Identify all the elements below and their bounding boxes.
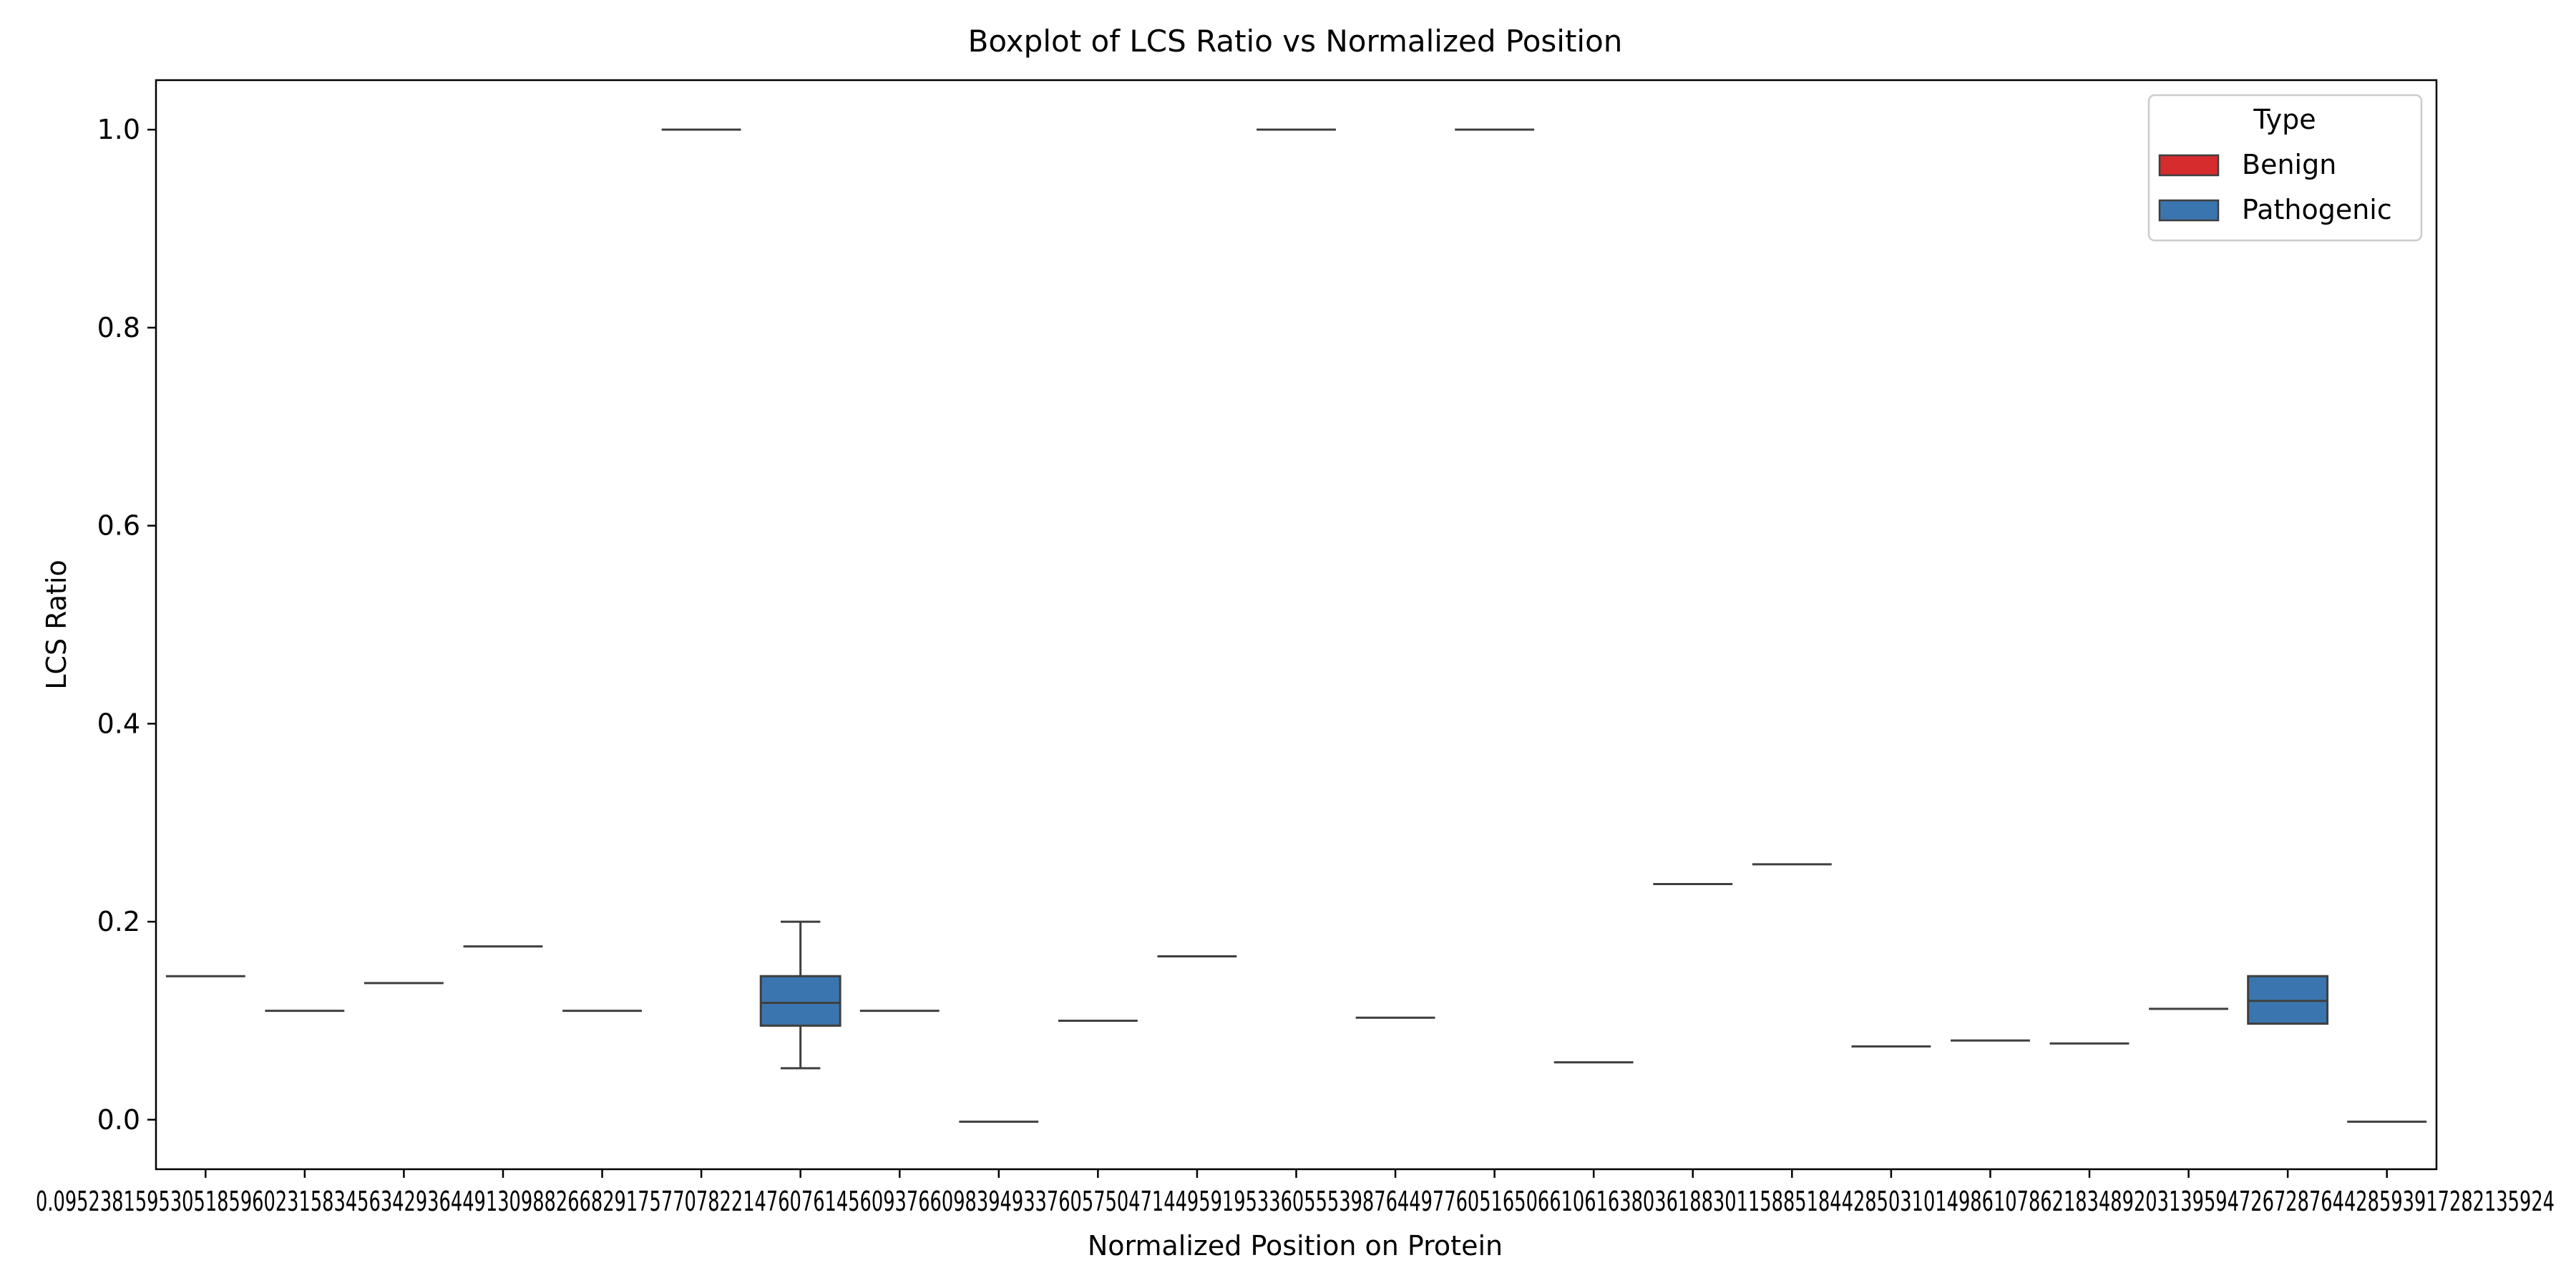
y-axis: 0.0 0.2 0.4 0.6 0.8 1.0: [97, 114, 156, 1136]
y-tick-label: 0.2: [97, 906, 140, 937]
y-tick-label: 1.0: [97, 114, 140, 145]
y-tick-label: 0.4: [97, 708, 140, 739]
box-marks: [165, 128, 2427, 1123]
y-tick-label: 0.8: [97, 312, 140, 343]
box-group: [759, 920, 841, 1070]
y-tick-label: 0.0: [97, 1104, 140, 1136]
chart-title: Boxplot of LCS Ratio vs Normalized Posit…: [968, 24, 1623, 59]
x-axis: [205, 1169, 2388, 1178]
legend-swatch: [2158, 154, 2220, 177]
x-tick-labels: 0.09523815953051859602315834563429364491…: [36, 1186, 2555, 1217]
legend: Type Benign Pathogenic: [2147, 94, 2423, 242]
x-axis-label: Normalized Position on Protein: [1088, 1230, 1503, 1262]
legend-title: Type: [2253, 104, 2316, 135]
box-iqr: [759, 975, 841, 1027]
box-group: [2247, 975, 2329, 1025]
plot-frame: [155, 79, 2438, 1171]
legend-label: Benign: [2242, 149, 2336, 180]
y-tick-label: 0.6: [97, 510, 140, 542]
legend-label: Pathogenic: [2242, 194, 2392, 225]
legend-swatch: [2158, 199, 2220, 222]
y-axis-label: LCS Ratio: [41, 560, 72, 689]
legend-entries: Benign Pathogenic: [2158, 149, 2392, 225]
